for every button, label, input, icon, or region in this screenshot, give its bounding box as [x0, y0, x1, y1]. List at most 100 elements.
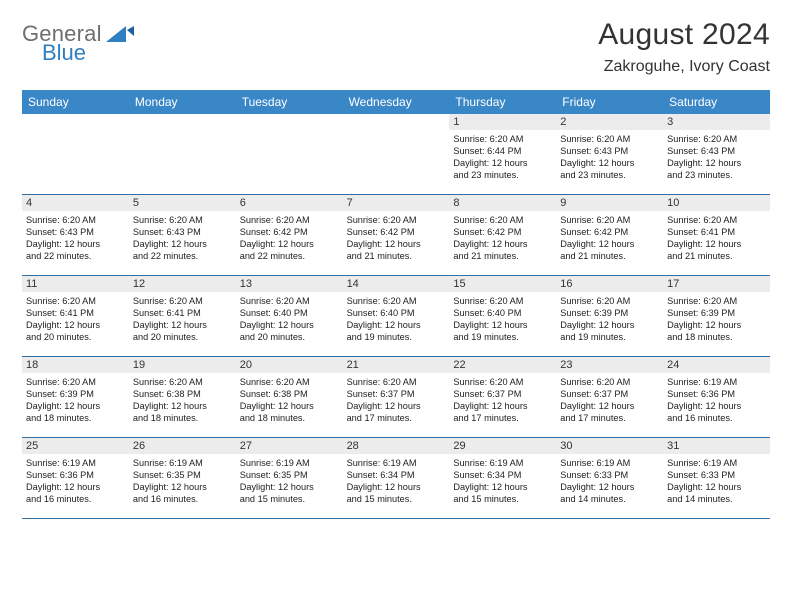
- day-info-day_a: Daylight: 12 hours: [26, 400, 125, 412]
- day-header-wed: Wednesday: [343, 90, 450, 114]
- day-info-sunrise: Sunrise: 6:20 AM: [667, 214, 766, 226]
- day-info-day_b: and 23 minutes.: [667, 169, 766, 181]
- calendar-day: 27Sunrise: 6:19 AMSunset: 6:35 PMDayligh…: [236, 438, 343, 518]
- calendar-day-headers: Sunday Monday Tuesday Wednesday Thursday…: [22, 90, 770, 114]
- calendar-day: 8Sunrise: 6:20 AMSunset: 6:42 PMDaylight…: [449, 195, 556, 275]
- day-info-sunset: Sunset: 6:43 PM: [667, 145, 766, 157]
- day-info-sunset: Sunset: 6:44 PM: [453, 145, 552, 157]
- calendar-day: 7Sunrise: 6:20 AMSunset: 6:42 PMDaylight…: [343, 195, 450, 275]
- calendar-day: 13Sunrise: 6:20 AMSunset: 6:40 PMDayligh…: [236, 276, 343, 356]
- day-info-day_b: and 19 minutes.: [453, 331, 552, 343]
- day-info-day_a: Daylight: 12 hours: [26, 319, 125, 331]
- day-info: Sunrise: 6:20 AMSunset: 6:37 PMDaylight:…: [347, 376, 446, 425]
- header: General Blue August 2024 Zakroguhe, Ivor…: [22, 18, 770, 76]
- day-info-day_b: and 20 minutes.: [240, 331, 339, 343]
- day-number: [343, 114, 450, 130]
- calendar-day: 25Sunrise: 6:19 AMSunset: 6:36 PMDayligh…: [22, 438, 129, 518]
- day-number: 6: [236, 195, 343, 211]
- day-number: 8: [449, 195, 556, 211]
- logo-swoosh-icon: [106, 24, 134, 49]
- calendar-day: 6Sunrise: 6:20 AMSunset: 6:42 PMDaylight…: [236, 195, 343, 275]
- day-number: 15: [449, 276, 556, 292]
- day-number: 17: [663, 276, 770, 292]
- day-info-day_b: and 16 minutes.: [133, 493, 232, 505]
- calendar-day: 16Sunrise: 6:20 AMSunset: 6:39 PMDayligh…: [556, 276, 663, 356]
- day-info: Sunrise: 6:20 AMSunset: 6:42 PMDaylight:…: [347, 214, 446, 263]
- day-info-sunrise: Sunrise: 6:19 AM: [347, 457, 446, 469]
- day-info: Sunrise: 6:20 AMSunset: 6:39 PMDaylight:…: [26, 376, 125, 425]
- day-info-day_a: Daylight: 12 hours: [240, 481, 339, 493]
- day-info-day_b: and 14 minutes.: [560, 493, 659, 505]
- day-info-day_b: and 18 minutes.: [667, 331, 766, 343]
- day-info-sunset: Sunset: 6:42 PM: [560, 226, 659, 238]
- calendar-day: 26Sunrise: 6:19 AMSunset: 6:35 PMDayligh…: [129, 438, 236, 518]
- day-info-sunrise: Sunrise: 6:19 AM: [26, 457, 125, 469]
- day-info-day_b: and 22 minutes.: [133, 250, 232, 262]
- day-info-sunrise: Sunrise: 6:19 AM: [667, 457, 766, 469]
- calendar-day: 9Sunrise: 6:20 AMSunset: 6:42 PMDaylight…: [556, 195, 663, 275]
- day-info-sunset: Sunset: 6:36 PM: [667, 388, 766, 400]
- day-info-sunset: Sunset: 6:41 PM: [667, 226, 766, 238]
- day-info-day_a: Daylight: 12 hours: [560, 400, 659, 412]
- day-info: Sunrise: 6:20 AMSunset: 6:44 PMDaylight:…: [453, 133, 552, 182]
- day-info-sunset: Sunset: 6:42 PM: [453, 226, 552, 238]
- calendar-week: 18Sunrise: 6:20 AMSunset: 6:39 PMDayligh…: [22, 357, 770, 438]
- calendar-day: 14Sunrise: 6:20 AMSunset: 6:40 PMDayligh…: [343, 276, 450, 356]
- day-number: 30: [556, 438, 663, 454]
- day-header-thu: Thursday: [449, 90, 556, 114]
- day-number: 27: [236, 438, 343, 454]
- day-number: 31: [663, 438, 770, 454]
- day-info: Sunrise: 6:20 AMSunset: 6:43 PMDaylight:…: [667, 133, 766, 182]
- day-info: Sunrise: 6:20 AMSunset: 6:40 PMDaylight:…: [240, 295, 339, 344]
- day-info-sunset: Sunset: 6:43 PM: [26, 226, 125, 238]
- day-info: Sunrise: 6:20 AMSunset: 6:43 PMDaylight:…: [133, 214, 232, 263]
- day-number: 28: [343, 438, 450, 454]
- day-info-sunrise: Sunrise: 6:19 AM: [133, 457, 232, 469]
- calendar-day: 2Sunrise: 6:20 AMSunset: 6:43 PMDaylight…: [556, 114, 663, 194]
- day-info-sunrise: Sunrise: 6:20 AM: [667, 295, 766, 307]
- day-info: Sunrise: 6:19 AMSunset: 6:35 PMDaylight:…: [133, 457, 232, 506]
- day-info-sunset: Sunset: 6:39 PM: [26, 388, 125, 400]
- day-info-sunrise: Sunrise: 6:20 AM: [240, 214, 339, 226]
- day-info-sunrise: Sunrise: 6:20 AM: [133, 295, 232, 307]
- day-info-sunset: Sunset: 6:41 PM: [26, 307, 125, 319]
- calendar-day: 3Sunrise: 6:20 AMSunset: 6:43 PMDaylight…: [663, 114, 770, 194]
- day-info-sunrise: Sunrise: 6:20 AM: [347, 295, 446, 307]
- calendar-day: [129, 114, 236, 194]
- day-info-sunrise: Sunrise: 6:20 AM: [240, 295, 339, 307]
- day-info-day_a: Daylight: 12 hours: [240, 319, 339, 331]
- day-info-sunrise: Sunrise: 6:20 AM: [26, 214, 125, 226]
- day-header-mon: Monday: [129, 90, 236, 114]
- day-info-day_a: Daylight: 12 hours: [26, 238, 125, 250]
- page-title: August 2024: [598, 18, 770, 52]
- calendar-day: 11 Sunrise: 6:20 AMSunset: 6:41 PMDayligh…: [22, 276, 129, 356]
- day-info-day_b: and 22 minutes.: [26, 250, 125, 262]
- day-number: 21: [343, 357, 450, 373]
- day-info: Sunrise: 6:20 AMSunset: 6:41 PMDaylight:…: [26, 295, 125, 344]
- title-block: August 2024 Zakroguhe, Ivory Coast: [598, 18, 770, 76]
- day-info-sunrise: Sunrise: 6:20 AM: [667, 133, 766, 145]
- day-number: 11: [22, 276, 129, 292]
- day-info-day_b: and 18 minutes.: [26, 412, 125, 424]
- calendar-day: 28Sunrise: 6:19 AMSunset: 6:34 PMDayligh…: [343, 438, 450, 518]
- day-info: Sunrise: 6:20 AMSunset: 6:43 PMDaylight:…: [560, 133, 659, 182]
- day-info-sunrise: Sunrise: 6:20 AM: [26, 295, 125, 307]
- calendar-body: 1Sunrise: 6:20 AMSunset: 6:44 PMDaylight…: [22, 114, 770, 519]
- day-info-day_b: and 22 minutes.: [240, 250, 339, 262]
- day-number: [22, 114, 129, 130]
- day-info: Sunrise: 6:20 AMSunset: 6:39 PMDaylight:…: [560, 295, 659, 344]
- day-info: Sunrise: 6:20 AMSunset: 6:37 PMDaylight:…: [560, 376, 659, 425]
- day-info-day_b: and 21 minutes.: [347, 250, 446, 262]
- day-info-day_a: Daylight: 12 hours: [133, 238, 232, 250]
- day-info-day_b: and 16 minutes.: [26, 493, 125, 505]
- calendar-day: 10Sunrise: 6:20 AMSunset: 6:41 PMDayligh…: [663, 195, 770, 275]
- day-info-day_b: and 20 minutes.: [26, 331, 125, 343]
- day-number: 14: [343, 276, 450, 292]
- calendar-day: 18Sunrise: 6:20 AMSunset: 6:39 PMDayligh…: [22, 357, 129, 437]
- day-number: 23: [556, 357, 663, 373]
- day-info-day_b: and 21 minutes.: [453, 250, 552, 262]
- day-info-day_b: and 16 minutes.: [667, 412, 766, 424]
- calendar-page: General Blue August 2024 Zakroguhe, Ivor…: [0, 0, 792, 529]
- day-info: Sunrise: 6:20 AMSunset: 6:41 PMDaylight:…: [133, 295, 232, 344]
- day-info-day_a: Daylight: 12 hours: [453, 157, 552, 169]
